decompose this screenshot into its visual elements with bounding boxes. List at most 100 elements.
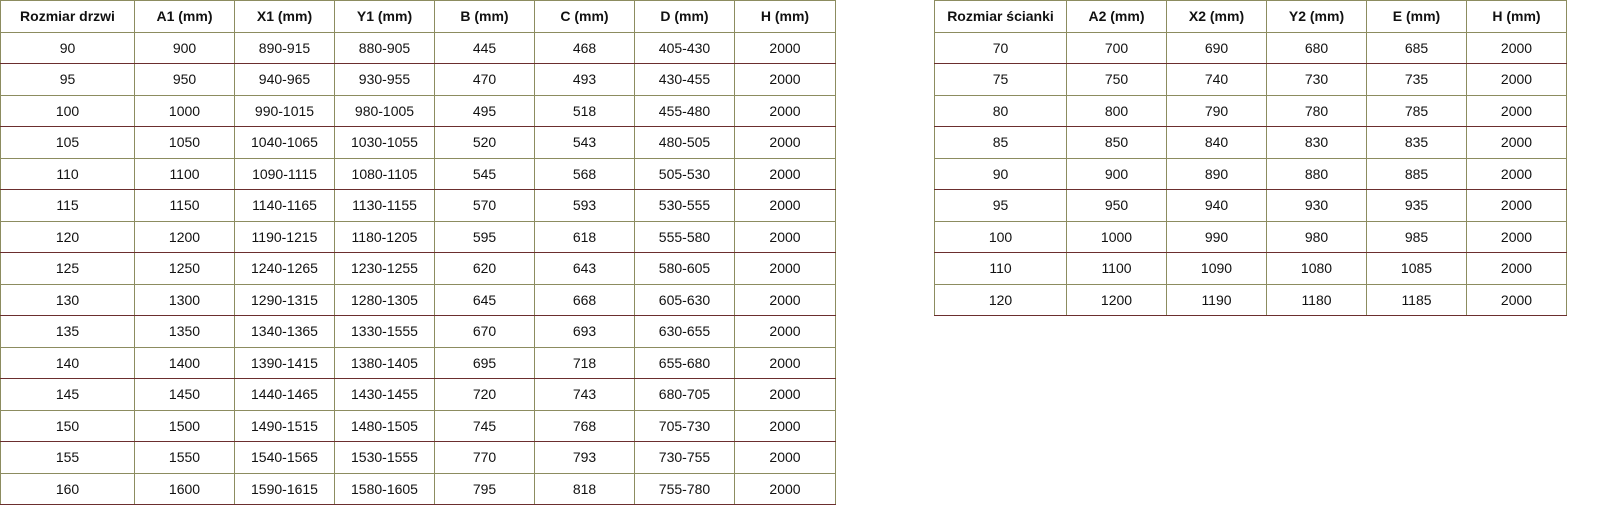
table-cell: 900 [1066, 157, 1167, 190]
table-cell: 595 [434, 220, 535, 253]
table-cell: 2000 [734, 157, 836, 190]
table-cell: 2000 [734, 94, 836, 127]
table-cell: 2000 [734, 220, 836, 253]
column-header: Y1 (mm) [334, 0, 435, 33]
table-cell: 1340-1365 [234, 315, 335, 348]
table-cell: 1030-1055 [334, 126, 435, 159]
table-cell: 770 [434, 441, 535, 474]
door-size-table: Rozmiar drzwi A1 (mm) X1 (mm) Y1 (mm) B (mm)… [0, 0, 836, 505]
table-cell: 1100 [1066, 252, 1167, 285]
table-cell: 2000 [734, 283, 836, 316]
table-cell: 555-580 [634, 220, 735, 253]
table-cell: 1300 [134, 283, 235, 316]
table-row: 155 1550 1540-1565 1530-1555 770 793 730-755 20… [0, 441, 836, 474]
table-cell: 1550 [134, 441, 235, 474]
table-row: 100 1000 990 980 985 2000 [934, 220, 1567, 253]
table-cell: 685 [1366, 31, 1467, 64]
table-cell: 793 [534, 441, 635, 474]
table-cell: 100 [0, 94, 135, 127]
table-cell: 705-730 [634, 409, 735, 442]
table-cell: 605-630 [634, 283, 735, 316]
header-row: Rozmiar drzwi A1 (mm) X1 (mm) Y1 (mm) B (mm)… [0, 0, 836, 33]
table-cell: 1290-1315 [234, 283, 335, 316]
table-cell: 795 [434, 472, 535, 505]
header-row: Rozmiar ścianki A2 (mm) X2 (mm) Y2 (mm) E (m… [934, 0, 1567, 33]
table-row: 120 1200 1190 1180 1185 2000 [934, 283, 1567, 316]
table-cell: 125 [0, 252, 135, 285]
table-cell: 1600 [134, 472, 235, 505]
table-cell: 493 [534, 63, 635, 96]
column-header: B (mm) [434, 0, 535, 33]
table-cell: 740 [1166, 63, 1267, 96]
table-cell: 1150 [134, 189, 235, 222]
table-cell: 720 [434, 378, 535, 411]
table-cell: 110 [0, 157, 135, 190]
table-cell: 2000 [1466, 283, 1567, 316]
table-cell: 950 [1066, 189, 1167, 222]
table-cell: 1450 [134, 378, 235, 411]
table-row: 80 800 790 780 785 2000 [934, 94, 1567, 127]
table-row: 100 1000 990-1015 980-1005 495 518 455-480 2000 [0, 94, 836, 127]
table-cell: 1040-1065 [234, 126, 335, 159]
table-cell: 980-1005 [334, 94, 435, 127]
table-row: 135 1350 1340-1365 1330-1555 670 693 630-655 20… [0, 315, 836, 348]
table-cell: 730 [1266, 63, 1367, 96]
table-row: 95 950 940 930 935 2000 [934, 189, 1567, 222]
table-cell: 1130-1155 [334, 189, 435, 222]
table-cell: 693 [534, 315, 635, 348]
table-cell: 780 [1266, 94, 1367, 127]
table-cell: 680 [1266, 31, 1367, 64]
table-cell: 830 [1266, 126, 1367, 159]
column-header: D (mm) [634, 0, 735, 33]
column-header: H (mm) [734, 0, 836, 33]
table-cell: 1590-1615 [234, 472, 335, 505]
table-cell: 800 [1066, 94, 1167, 127]
table-cell: 1180-1205 [334, 220, 435, 253]
table-cell: 700 [1066, 31, 1167, 64]
table-cell: 718 [534, 346, 635, 379]
column-header: A1 (mm) [134, 0, 235, 33]
column-header: Rozmiar ścianki [934, 0, 1067, 33]
table-cell: 1090 [1166, 252, 1267, 285]
table-cell: 643 [534, 252, 635, 285]
table-cell: 985 [1366, 220, 1467, 253]
table-cell: 2000 [734, 472, 836, 505]
table-cell: 1000 [1066, 220, 1167, 253]
column-header: C (mm) [534, 0, 635, 33]
table-row: 140 1400 1390-1415 1380-1405 695 718 655-680 20… [0, 346, 836, 379]
table-cell: 2000 [734, 31, 836, 64]
table-row: 85 850 840 830 835 2000 [934, 126, 1567, 159]
table-cell: 890 [1166, 157, 1267, 190]
table-cell: 2000 [734, 252, 836, 285]
table-row: 75 750 740 730 735 2000 [934, 63, 1567, 96]
table-cell: 2000 [1466, 94, 1567, 127]
table-cell: 668 [534, 283, 635, 316]
table-cell: 1400 [134, 346, 235, 379]
table-cell: 2000 [1466, 189, 1567, 222]
table-row: 70 700 690 680 685 2000 [934, 31, 1567, 64]
table-cell: 950 [134, 63, 235, 96]
table-cell: 135 [0, 315, 135, 348]
table-cell: 1380-1405 [334, 346, 435, 379]
table-cell: 980 [1266, 220, 1367, 253]
table-cell: 2000 [1466, 63, 1567, 96]
table-cell: 405-430 [634, 31, 735, 64]
table-cell: 880 [1266, 157, 1367, 190]
table-cell: 620 [434, 252, 535, 285]
table-cell: 543 [534, 126, 635, 159]
table-cell: 2000 [734, 315, 836, 348]
table-cell: 735 [1366, 63, 1467, 96]
table-cell: 120 [934, 283, 1067, 316]
table-cell: 1080-1105 [334, 157, 435, 190]
table-row: 95 950 940-965 930-955 470 493 430-455 2000 [0, 63, 836, 96]
table-cell: 935 [1366, 189, 1467, 222]
table-cell: 1540-1565 [234, 441, 335, 474]
table-cell: 2000 [734, 378, 836, 411]
table-cell: 1240-1265 [234, 252, 335, 285]
table-cell: 680-705 [634, 378, 735, 411]
table-cell: 570 [434, 189, 535, 222]
table-cell: 890-915 [234, 31, 335, 64]
table-cell: 2000 [734, 441, 836, 474]
table-cell: 990-1015 [234, 94, 335, 127]
table-row: 130 1300 1290-1315 1280-1305 645 668 605-630 20… [0, 283, 836, 316]
